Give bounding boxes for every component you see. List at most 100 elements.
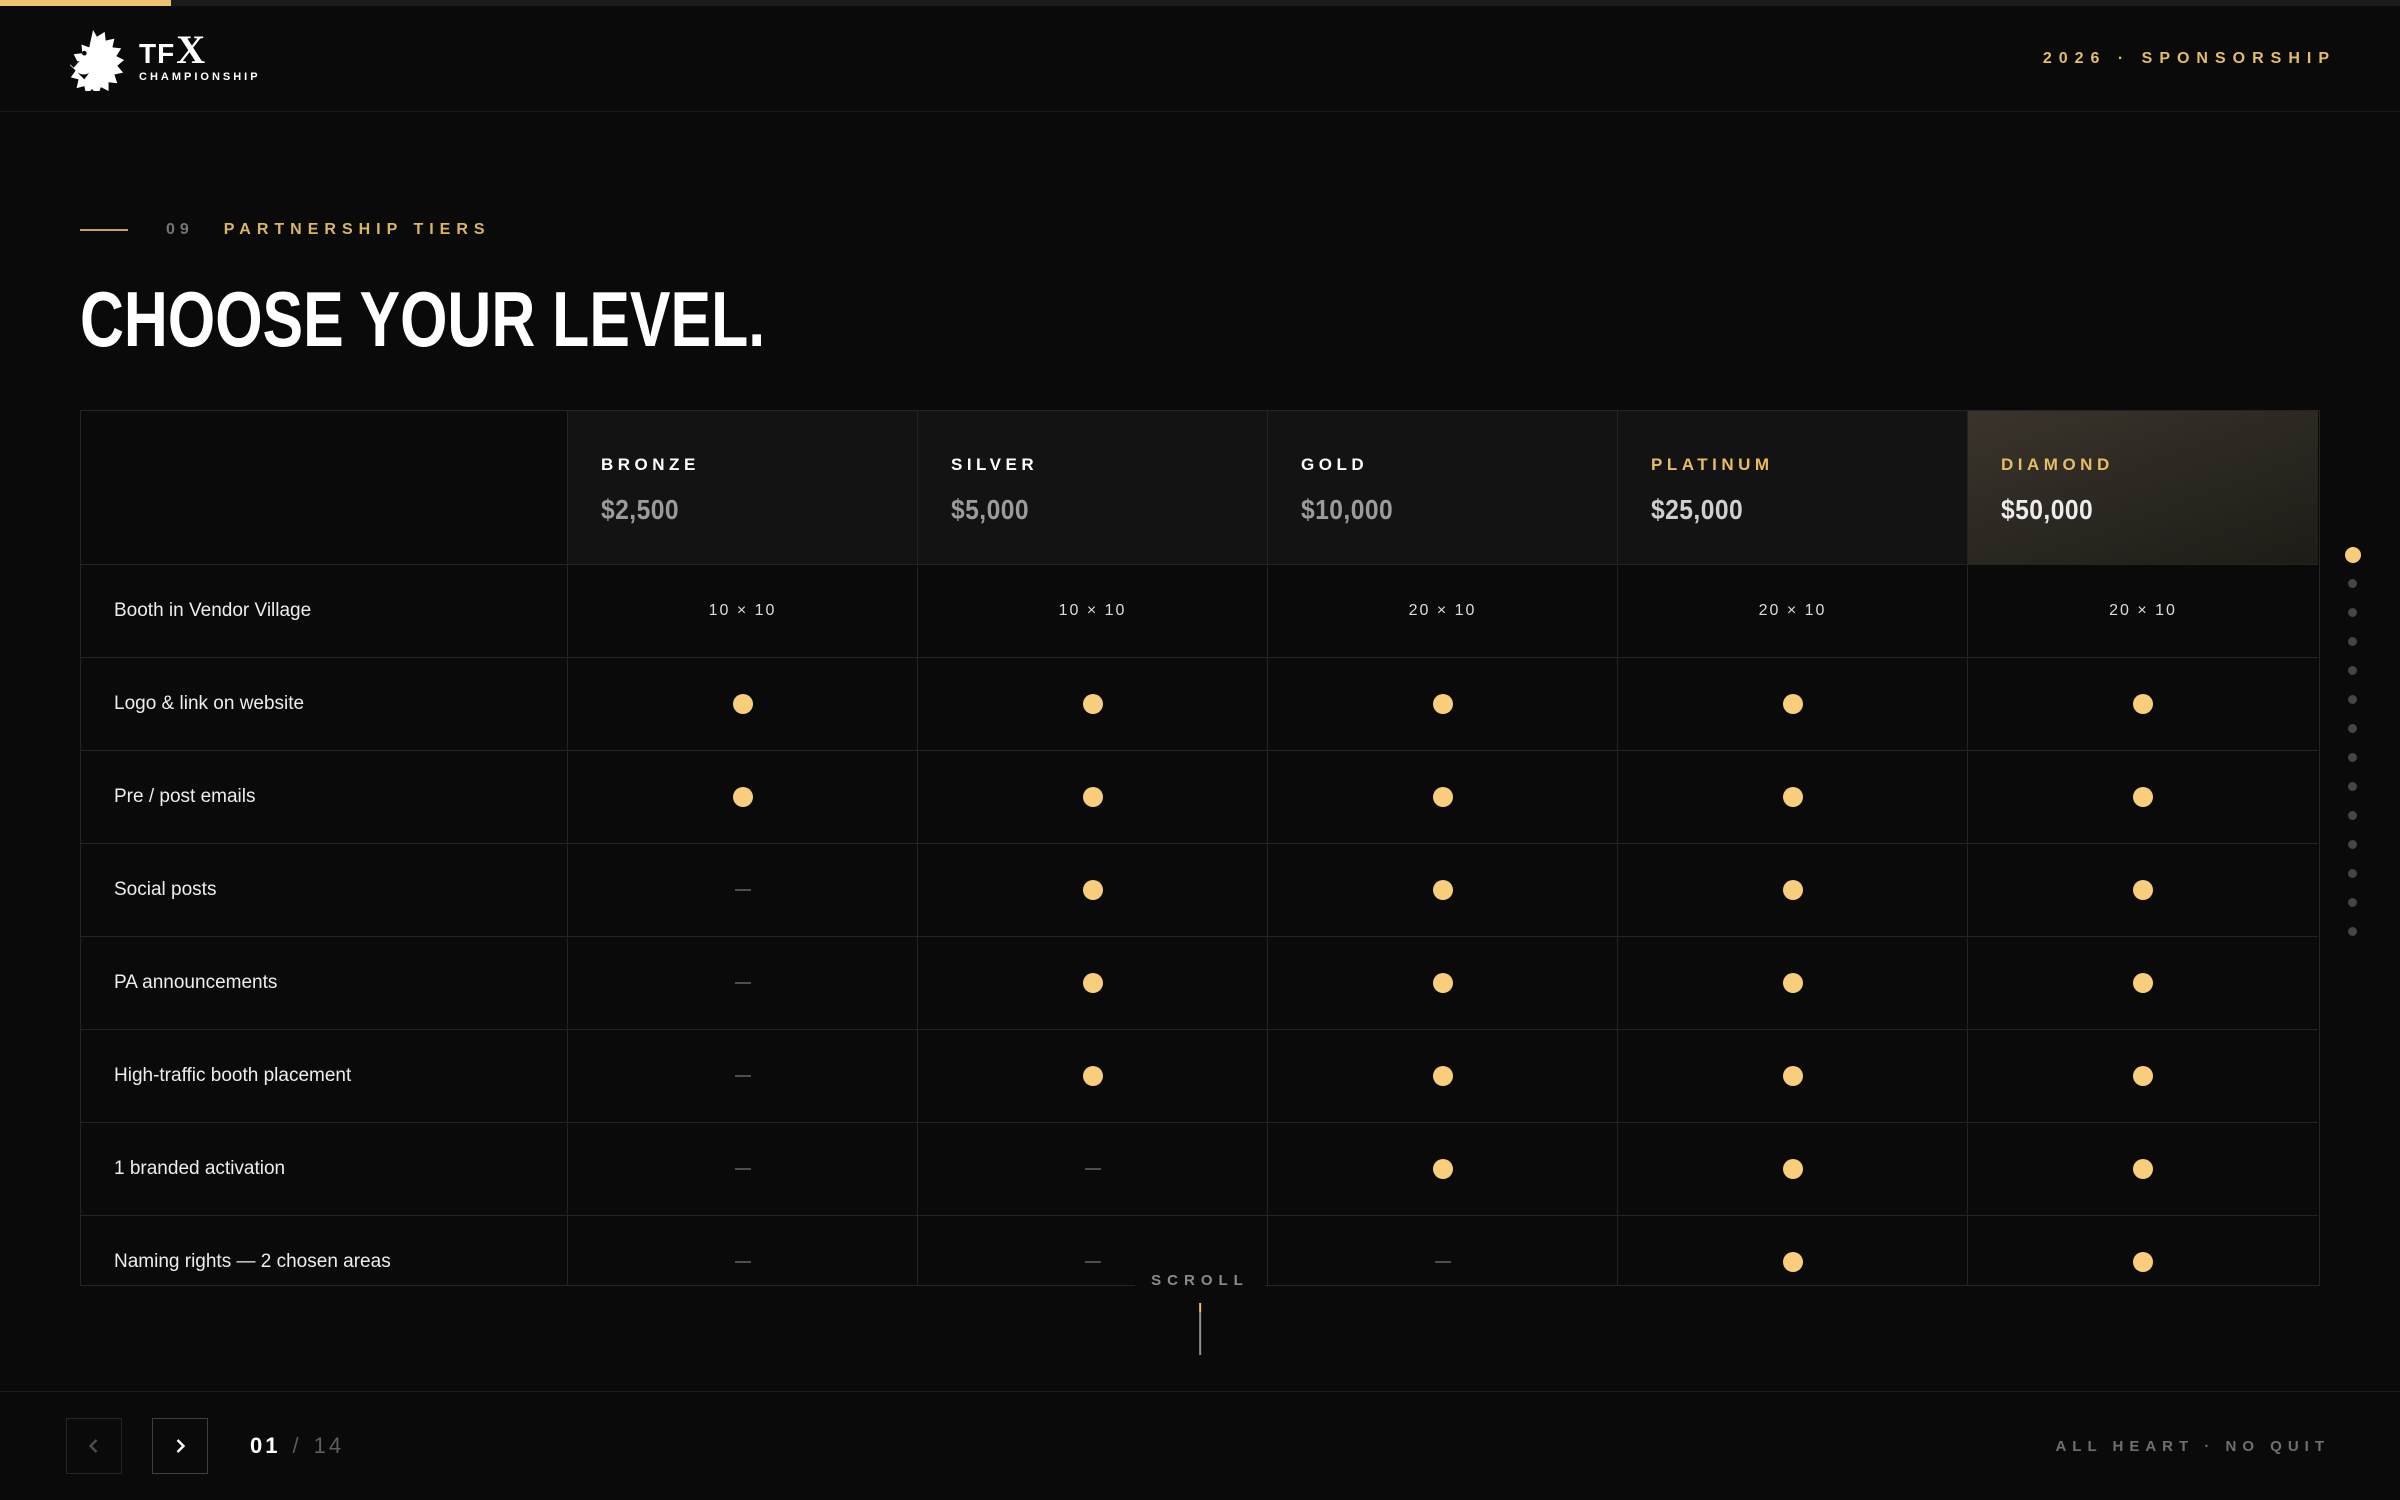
feature-value-cell xyxy=(1968,1030,2318,1123)
tier-name: BRONZE xyxy=(601,455,700,474)
not-included-dash-icon xyxy=(1084,1261,1101,1263)
section-index: 09 xyxy=(166,221,194,238)
tier-name: SILVER xyxy=(951,455,1039,474)
eyebrow-accent-line xyxy=(80,229,128,231)
feature-value-cell: 20 × 10 xyxy=(1968,565,2318,658)
booth-size-value: 10 × 10 xyxy=(708,602,777,619)
pricing-table: BRONZE $2,500 SILVER $5,000 GOLD $10,000 PLATI… xyxy=(80,410,2320,1286)
slide-nav-controls: 01 / 14 xyxy=(66,1418,344,1474)
feature-value-cell xyxy=(918,1030,1268,1123)
feature-label: Naming rights — 2 chosen areas xyxy=(81,1216,568,1285)
feature-value-cell xyxy=(1268,1216,1618,1285)
feature-value-cell xyxy=(1968,1216,2318,1285)
slide-dot-10[interactable] xyxy=(2338,801,2367,830)
booth-size-value: 10 × 10 xyxy=(1058,602,1127,619)
included-dot-icon xyxy=(1082,1066,1103,1086)
topbar-right-label: 2026 · SPONSORSHIP xyxy=(2042,49,2336,67)
tier-price: $50,000 xyxy=(2001,494,2094,525)
included-dot-icon xyxy=(1082,973,1103,993)
feature-value-cell xyxy=(568,658,918,751)
feature-label: Social posts xyxy=(81,844,568,937)
feature-value-cell: 20 × 10 xyxy=(1268,565,1618,658)
slide-dot-5[interactable] xyxy=(2338,656,2367,685)
not-included-dash-icon xyxy=(734,1168,751,1170)
lion-logo-icon xyxy=(68,29,125,91)
slide-dot-icon xyxy=(2348,869,2357,878)
feature-label: Pre / post emails xyxy=(81,751,568,844)
footer-bar: 01 / 14 ALL HEART · NO QUIT xyxy=(0,1391,2400,1500)
booth-size-value: 20 × 10 xyxy=(1758,602,1827,619)
slide-dot-8[interactable] xyxy=(2338,743,2367,772)
feature-value-cell xyxy=(1968,751,2318,844)
tier-header-silver: SILVER $5,000 xyxy=(918,411,1268,565)
slide-progress-track xyxy=(0,0,2400,6)
tier-header-diamond: DIAMOND $50,000 xyxy=(1968,411,2318,565)
feature-value-cell xyxy=(568,1030,918,1123)
included-dot-icon xyxy=(1782,1066,1803,1086)
slide-dot-3[interactable] xyxy=(2338,598,2367,627)
included-dot-icon xyxy=(1432,880,1453,900)
page-title: CHOOSE YOUR LEVEL. xyxy=(80,275,766,363)
slide-dot-6[interactable] xyxy=(2338,685,2367,714)
included-dot-icon xyxy=(2133,787,2153,807)
slide-dot-7[interactable] xyxy=(2338,714,2367,743)
active-slide-dot-icon xyxy=(2344,546,2361,563)
slide-dot-14[interactable] xyxy=(2338,917,2367,946)
slide-dot-13[interactable] xyxy=(2338,888,2367,917)
feature-value-cell xyxy=(918,751,1268,844)
slide-dot-4[interactable] xyxy=(2338,627,2367,656)
feature-value-cell xyxy=(1268,658,1618,751)
tier-header-bronze: BRONZE $2,500 xyxy=(568,411,918,565)
feature-value-cell: 10 × 10 xyxy=(918,565,1268,658)
not-included-dash-icon xyxy=(1434,1261,1451,1263)
feature-value-cell xyxy=(568,937,918,1030)
slide-dot-icon xyxy=(2348,608,2357,617)
feature-value-cell xyxy=(1968,1123,2318,1216)
feature-value-cell xyxy=(1268,751,1618,844)
pricing-grid: BRONZE $2,500 SILVER $5,000 GOLD $10,000 PLATI… xyxy=(81,411,2319,1285)
page-indicator: 01 / 14 xyxy=(250,1433,344,1459)
slide-dot-12[interactable] xyxy=(2338,859,2367,888)
feature-value-cell xyxy=(1968,937,2318,1030)
slide-dot-icon xyxy=(2348,724,2357,733)
scroll-hint: SCROLL xyxy=(1135,1272,1265,1355)
feature-value-cell xyxy=(568,751,918,844)
tier-header-platinum: PLATINUM $25,000 xyxy=(1618,411,1968,565)
feature-label: 1 branded activation xyxy=(81,1123,568,1216)
slide-dot-9[interactable] xyxy=(2338,772,2367,801)
slide-dot-icon xyxy=(2348,753,2357,762)
brand-tf: TF xyxy=(139,37,176,69)
included-dot-icon xyxy=(1782,880,1803,900)
feature-value-cell xyxy=(918,658,1268,751)
feature-label: PA announcements xyxy=(81,937,568,1030)
slide-dot-11[interactable] xyxy=(2338,830,2367,859)
included-dot-icon xyxy=(1432,973,1453,993)
scroll-hint-line xyxy=(1198,1303,1201,1355)
slide-dot-1[interactable] xyxy=(2338,540,2367,569)
top-bar: TF X CHAMPIONSHIP 2026 · SPONSORSHIP xyxy=(0,6,2400,112)
feature-value-cell xyxy=(1968,844,2318,937)
tier-price: $5,000 xyxy=(951,494,1030,525)
footer-tagline: ALL HEART · NO QUIT xyxy=(2055,1437,2330,1455)
next-slide-button[interactable] xyxy=(152,1418,208,1474)
included-dot-icon xyxy=(2133,1159,2153,1179)
included-dot-icon xyxy=(1432,787,1453,807)
feature-value-cell xyxy=(1968,658,2318,751)
prev-slide-button[interactable] xyxy=(66,1418,122,1474)
included-dot-icon xyxy=(1432,694,1453,714)
not-included-dash-icon xyxy=(1084,1168,1101,1170)
slide-dot-2[interactable] xyxy=(2338,569,2367,598)
feature-value-cell xyxy=(1618,844,1968,937)
feature-label: Booth in Vendor Village xyxy=(81,565,568,658)
feature-value-cell xyxy=(1618,658,1968,751)
section-eyebrow: 09 PARTNERSHIP TIERS xyxy=(80,221,491,239)
feature-label: High-traffic booth placement xyxy=(81,1030,568,1123)
feature-value-cell xyxy=(568,844,918,937)
included-dot-icon xyxy=(1082,880,1103,900)
included-dot-icon xyxy=(2133,1066,2153,1086)
slide-dot-icon xyxy=(2348,927,2357,936)
tier-name: GOLD xyxy=(1301,455,1369,474)
slide-dot-icon xyxy=(2348,637,2357,646)
brand-name: TF X xyxy=(139,29,261,69)
slide-dot-icon xyxy=(2348,695,2357,704)
